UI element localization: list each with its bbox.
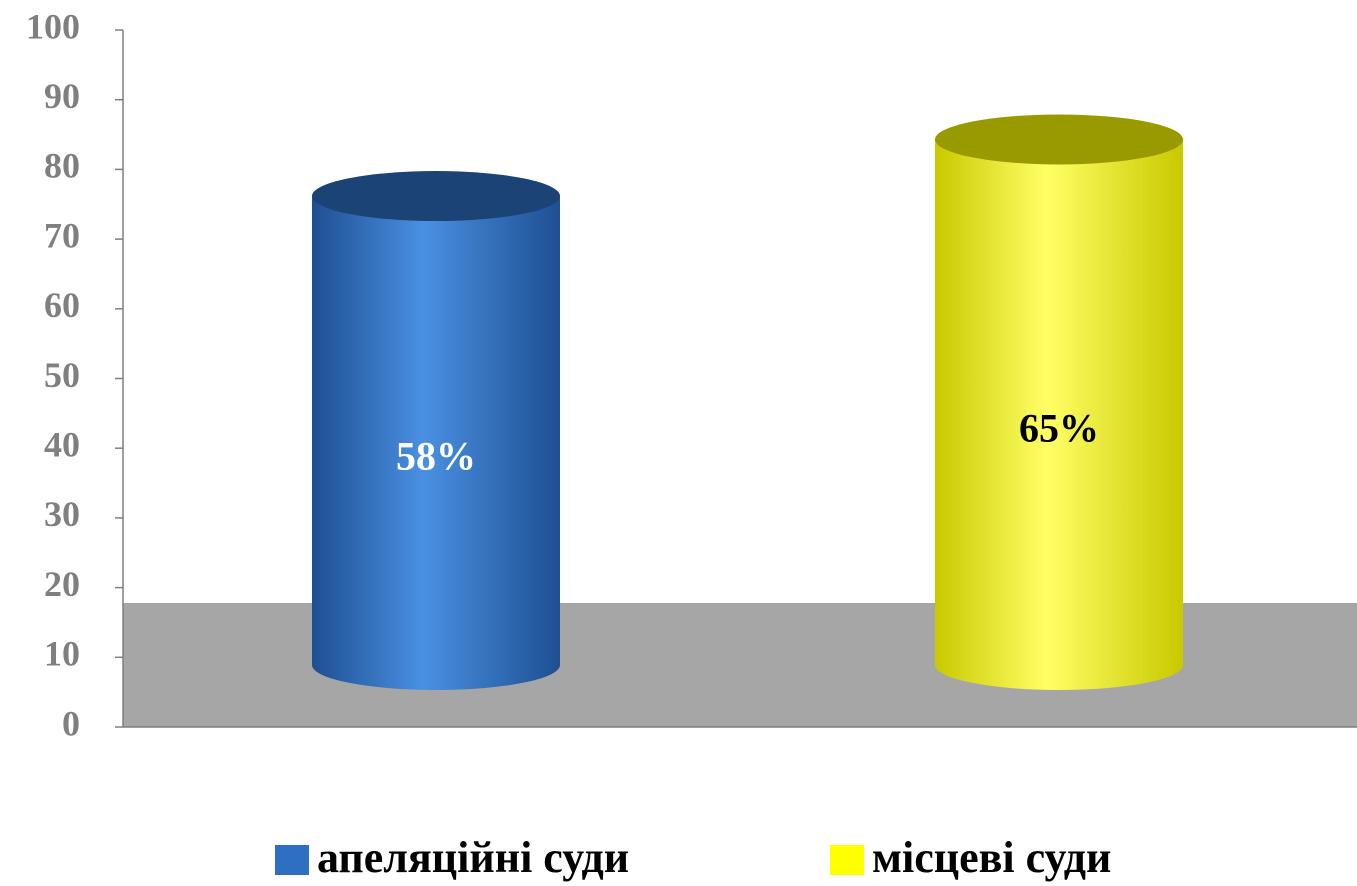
cylinder: [312, 196, 560, 690]
y-tick-label: 90: [44, 76, 80, 116]
legend-label: місцеві суди: [872, 833, 1111, 882]
y-tick-label: 30: [44, 494, 80, 534]
y-tick-label: 40: [44, 424, 80, 464]
y-tick-label: 20: [44, 564, 80, 604]
y-tick-label: 60: [44, 285, 80, 325]
cylinder-top: [312, 171, 560, 222]
y-tick-label: 70: [44, 215, 80, 255]
y-tick-label: 100: [26, 6, 80, 46]
y-tick-label: 50: [44, 355, 80, 395]
value-label: 65%: [1019, 405, 1099, 450]
cylinder-top: [935, 114, 1183, 165]
legend-swatch: [830, 845, 864, 875]
legend-swatch: [275, 845, 309, 875]
y-tick-label: 0: [62, 703, 80, 743]
y-tick-label: 80: [44, 146, 80, 186]
legend-label: апеляційні суди: [317, 833, 629, 882]
y-tick-label: 10: [44, 634, 80, 674]
value-label: 58%: [396, 434, 476, 479]
cylinder: [935, 139, 1183, 690]
